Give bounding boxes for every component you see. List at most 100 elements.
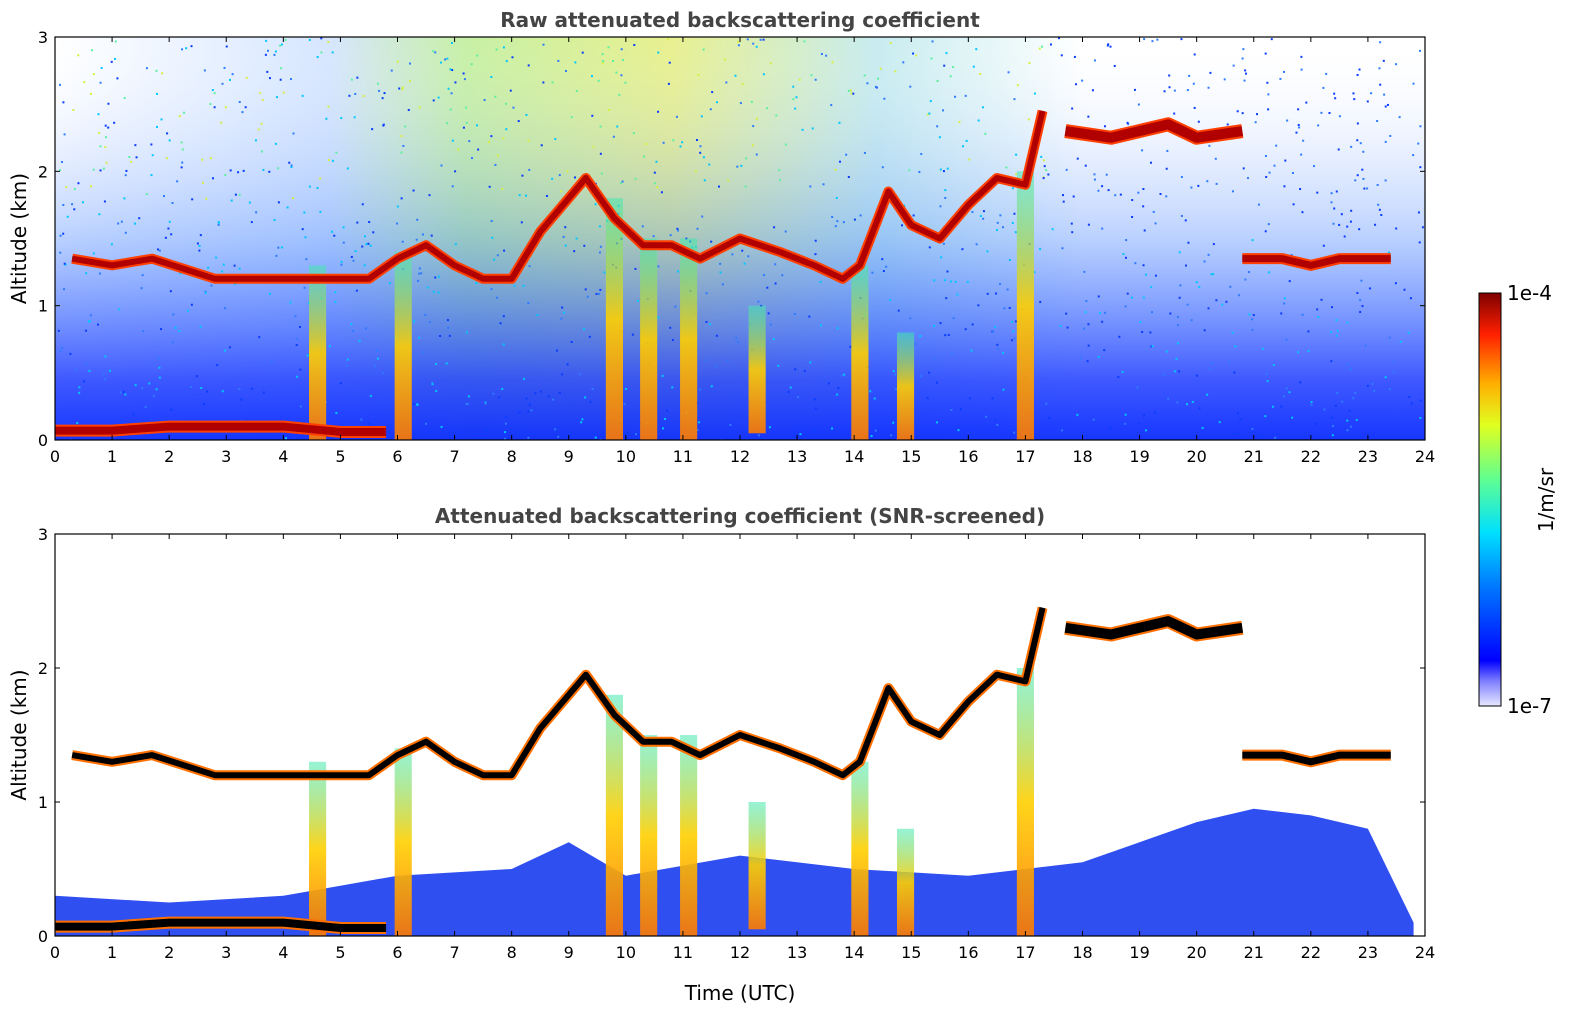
plume-8 (896, 332, 915, 440)
x-tick-label: 6 (392, 943, 402, 962)
upper-cloud-layer (1064, 616, 1244, 640)
cloud-layer-halo (71, 606, 1048, 781)
x-tick-label: 5 (335, 943, 345, 962)
late-cloud-layer (1242, 751, 1391, 766)
x-tick-label: 0 (50, 447, 60, 466)
x-tick-label: 15 (901, 943, 921, 962)
panel-2: 0 1 2 3 4 5 6 7 8 9 10 11 12 13 14 15 16 17 18 19 20 21 22 23 24… (7, 504, 1435, 1005)
x-tick-label: 1 (107, 943, 117, 962)
x-tick-label: 10 (616, 943, 636, 962)
surface-layer (55, 422, 387, 436)
surface-layer (55, 918, 387, 932)
x-tick-label: 3 (221, 447, 231, 466)
panel-1: 0 1 2 3 4 5 6 7 8 9 10 11 12 13 14 15 16 17 18 19 20 21 22 23 24… (7, 8, 1435, 466)
plume-2 (394, 748, 412, 936)
plume-6 (748, 305, 766, 434)
heatmap-area (55, 37, 1425, 440)
late-cloud-layer (1242, 255, 1391, 269)
x-tick-label: 9 (564, 943, 574, 962)
plume-4 (640, 238, 658, 440)
x-tick-label: 2 (164, 943, 174, 962)
x-tick-label: 6 (392, 447, 402, 466)
x-axis-label: Time (UTC) (684, 981, 796, 1005)
x-tick-label: 3 (221, 943, 231, 962)
y-tick-label: 1 (38, 297, 48, 316)
x-tick-label: 1 (107, 447, 117, 466)
colorbar-unit-label: 1/m/sr (1534, 467, 1558, 532)
x-tick-label: 23 (1358, 943, 1378, 962)
x-tick-label: 2 (164, 447, 174, 466)
heatmap-area (55, 606, 1414, 936)
x-tick-label: 12 (730, 943, 750, 962)
x-tick-label: 20 (1186, 943, 1206, 962)
x-tick-label: 17 (1015, 447, 1035, 466)
x-tick-label: 21 (1244, 943, 1264, 962)
y-tick-label: 0 (38, 431, 48, 450)
x-tick-label: 11 (673, 943, 693, 962)
x-tick-label: 10 (616, 447, 636, 466)
x-tick-label: 19 (1129, 943, 1149, 962)
plume-4 (640, 735, 658, 936)
y-tick-label: 0 (38, 927, 48, 946)
x-tick-label: 7 (449, 943, 459, 962)
upper-cloud-layer (1064, 119, 1244, 143)
x-tick-label: 19 (1129, 447, 1149, 466)
x-tick-label: 21 (1244, 447, 1264, 466)
cloud-layer (71, 607, 1046, 779)
colorbar-max-label: 1e-4 (1507, 281, 1552, 305)
x-tick-label: 22 (1301, 447, 1321, 466)
x-tick-label: 8 (507, 447, 517, 466)
colorbar: 1e-4 1e-7 1/m/sr (1478, 281, 1558, 718)
x-tick-label: 18 (1072, 447, 1092, 466)
x-tick-label: 11 (673, 447, 693, 466)
plume-3 (605, 694, 623, 936)
panel-title: Attenuated backscattering coefficient (S… (435, 504, 1045, 528)
plume-8 (896, 828, 915, 936)
colorbar-gradient (1478, 292, 1502, 707)
x-tick-label: 24 (1415, 447, 1435, 466)
cloud-layer (71, 110, 1046, 282)
y-tick-label: 1 (38, 793, 48, 812)
plume-1 (309, 265, 327, 440)
x-tick-label: 23 (1358, 447, 1378, 466)
plume-1 (309, 761, 327, 936)
plume-6 (748, 802, 766, 930)
x-tick-label: 13 (787, 943, 807, 962)
x-tick-label: 9 (564, 447, 574, 466)
x-tick-label: 16 (958, 943, 978, 962)
plume-7 (851, 761, 869, 936)
x-tick-label: 14 (844, 447, 864, 466)
plume-3 (605, 198, 623, 440)
y-axis-label: Altitude (km) (7, 669, 31, 800)
y-axis-label: Altitude (km) (7, 173, 31, 304)
plume-5 (680, 735, 698, 936)
y-tick-label: 3 (38, 525, 48, 544)
x-tick-label: 24 (1415, 943, 1435, 962)
x-tick-label: 17 (1015, 943, 1035, 962)
plume-9 (1016, 668, 1034, 936)
x-tick-label: 0 (50, 943, 60, 962)
plume-9 (1016, 171, 1034, 440)
x-tick-label: 22 (1301, 943, 1321, 962)
x-tick-label: 8 (507, 943, 517, 962)
x-tick-label: 7 (449, 447, 459, 466)
plume-2 (394, 251, 412, 440)
plume-7 (851, 265, 869, 440)
x-tick-label: 14 (844, 943, 864, 962)
x-tick-label: 12 (730, 447, 750, 466)
x-tick-label: 4 (278, 943, 288, 962)
colorbar-min-label: 1e-7 (1507, 694, 1552, 718)
x-tick-label: 15 (901, 447, 921, 466)
x-tick-label: 13 (787, 447, 807, 466)
x-tick-label: 16 (958, 447, 978, 466)
x-tick-label: 18 (1072, 943, 1092, 962)
plume-5 (680, 238, 698, 440)
y-tick-label: 3 (38, 28, 48, 47)
x-tick-label: 5 (335, 447, 345, 466)
x-tick-label: 4 (278, 447, 288, 466)
panel-title: Raw attenuated backscattering coefficien… (500, 8, 980, 32)
x-tick-label: 20 (1186, 447, 1206, 466)
y-tick-label: 2 (38, 162, 48, 181)
y-tick-label: 2 (38, 659, 48, 678)
